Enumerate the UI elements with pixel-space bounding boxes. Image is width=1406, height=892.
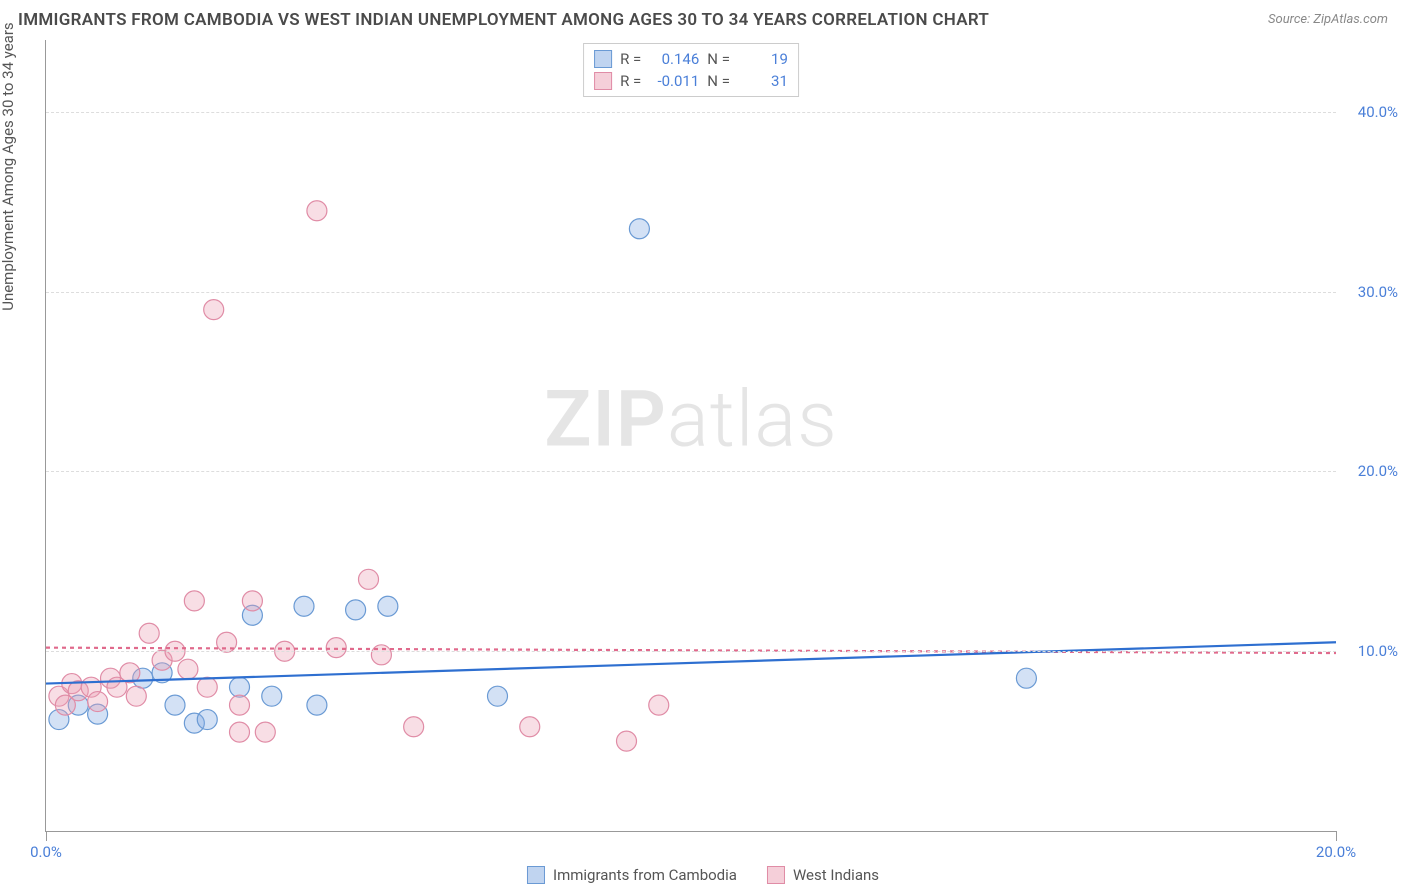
legend-label-s2: West Indians — [793, 866, 879, 884]
grid-line — [46, 651, 1336, 652]
data-point — [294, 596, 314, 616]
y-tick-label: 10.0% — [1358, 642, 1398, 660]
data-point — [649, 695, 669, 715]
legend-swatch-bottom-s1 — [527, 866, 545, 884]
legend-r-label-s1: R = — [620, 50, 641, 68]
legend-row-s2: R = -0.011 N = 31 — [594, 70, 788, 92]
plot-area: ZIPatlas R = 0.146 N = 19 R = -0.011 N =… — [45, 40, 1336, 832]
data-point — [371, 645, 391, 665]
data-point — [359, 569, 379, 589]
data-point — [165, 695, 185, 715]
data-point — [1016, 668, 1036, 688]
y-tick-label: 40.0% — [1358, 103, 1398, 121]
data-point — [197, 677, 217, 697]
data-point — [488, 686, 508, 706]
legend-series: Immigrants from Cambodia West Indians — [527, 866, 879, 884]
legend-n-label-s2: N = — [707, 72, 730, 90]
data-point — [520, 717, 540, 737]
legend-correlation: R = 0.146 N = 19 R = -0.011 N = 31 — [583, 43, 799, 97]
x-tick — [1336, 831, 1337, 841]
data-point — [230, 722, 250, 742]
data-point — [326, 638, 346, 658]
legend-label-s1: Immigrants from Cambodia — [553, 866, 737, 884]
data-point — [404, 717, 424, 737]
data-point — [88, 692, 108, 712]
data-point — [242, 591, 262, 611]
grid-line — [46, 112, 1336, 113]
data-point — [307, 201, 327, 221]
data-point — [178, 659, 198, 679]
plot-svg — [46, 40, 1336, 831]
legend-swatch-s1 — [594, 50, 612, 68]
data-point — [307, 695, 327, 715]
data-point — [184, 591, 204, 611]
legend-n-label-s1: N = — [707, 50, 730, 68]
data-point — [346, 600, 366, 620]
source-label: Source: ZipAtlas.com — [1268, 12, 1388, 27]
data-point — [204, 300, 224, 320]
legend-swatch-s2 — [594, 72, 612, 90]
data-point — [139, 623, 159, 643]
legend-item-s2: West Indians — [767, 866, 879, 884]
data-point — [230, 677, 250, 697]
legend-swatch-bottom-s2 — [767, 866, 785, 884]
x-tick — [46, 831, 47, 841]
chart-title: IMMIGRANTS FROM CAMBODIA VS WEST INDIAN … — [18, 10, 989, 30]
data-point — [262, 686, 282, 706]
legend-row-s1: R = 0.146 N = 19 — [594, 48, 788, 70]
grid-line — [46, 471, 1336, 472]
data-point — [197, 710, 217, 730]
x-tick-label: 20.0% — [1316, 843, 1356, 861]
data-point — [230, 695, 250, 715]
data-point — [617, 731, 637, 751]
legend-n-val-s1: 19 — [738, 50, 788, 68]
y-axis-label: Unemployment Among Ages 30 to 34 years — [0, 22, 17, 310]
legend-r-label-s2: R = — [620, 72, 641, 90]
grid-line — [46, 292, 1336, 293]
data-point — [629, 219, 649, 239]
legend-item-s1: Immigrants from Cambodia — [527, 866, 737, 884]
data-point — [255, 722, 275, 742]
chart-container: IMMIGRANTS FROM CAMBODIA VS WEST INDIAN … — [0, 0, 1406, 892]
legend-r-val-s1: 0.146 — [649, 50, 699, 68]
data-point — [126, 686, 146, 706]
y-tick-label: 20.0% — [1358, 462, 1398, 480]
legend-r-val-s2: -0.011 — [649, 72, 699, 90]
legend-n-val-s2: 31 — [738, 72, 788, 90]
data-point — [378, 596, 398, 616]
y-tick-label: 30.0% — [1358, 283, 1398, 301]
x-tick-label: 0.0% — [30, 843, 62, 861]
